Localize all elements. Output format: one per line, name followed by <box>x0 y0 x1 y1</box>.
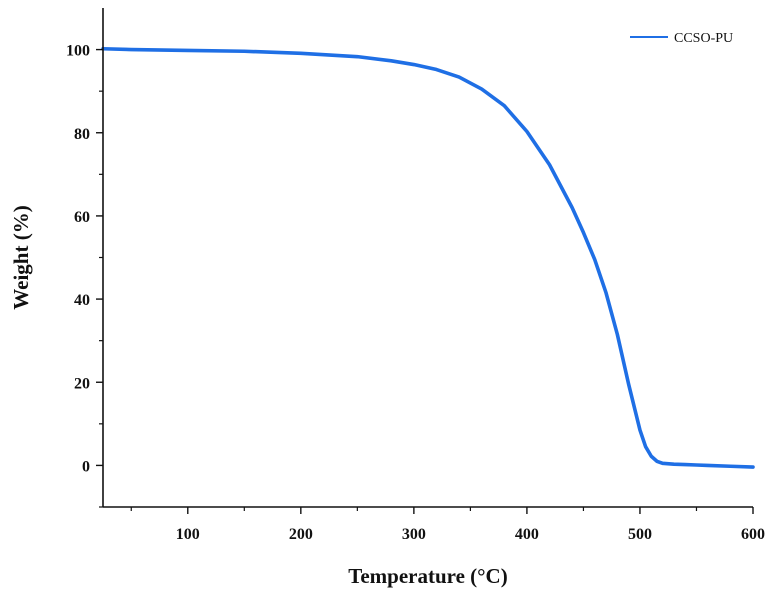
y-tick-label: 80 <box>74 126 90 143</box>
x-tick-label: 100 <box>176 526 200 543</box>
legend-label: CCSO-PU <box>674 31 733 46</box>
y-tick-label: 0 <box>82 458 90 475</box>
y-tick-label: 20 <box>74 375 90 392</box>
legend: CCSO-PU <box>630 31 733 46</box>
x-tick-label: 300 <box>402 526 426 543</box>
series-line-ccso-pu <box>101 46 755 469</box>
x-tick-label: 500 <box>628 526 652 543</box>
y-tick-label: 100 <box>66 43 90 60</box>
y-axis-title: Weight (%) <box>9 205 33 309</box>
series-layer <box>101 46 755 469</box>
x-tick-label: 200 <box>289 526 313 543</box>
x-tick-label: 400 <box>515 526 539 543</box>
x-tick-label: 600 <box>741 526 765 543</box>
y-tick-label: 40 <box>74 292 90 309</box>
axes-layer: 100 200 300 400 500 600 0 20 40 60 80 100 Temperatur… <box>9 8 765 588</box>
x-axis-title: Temperature (°C) <box>348 564 507 588</box>
y-tick-label: 60 <box>74 209 90 226</box>
